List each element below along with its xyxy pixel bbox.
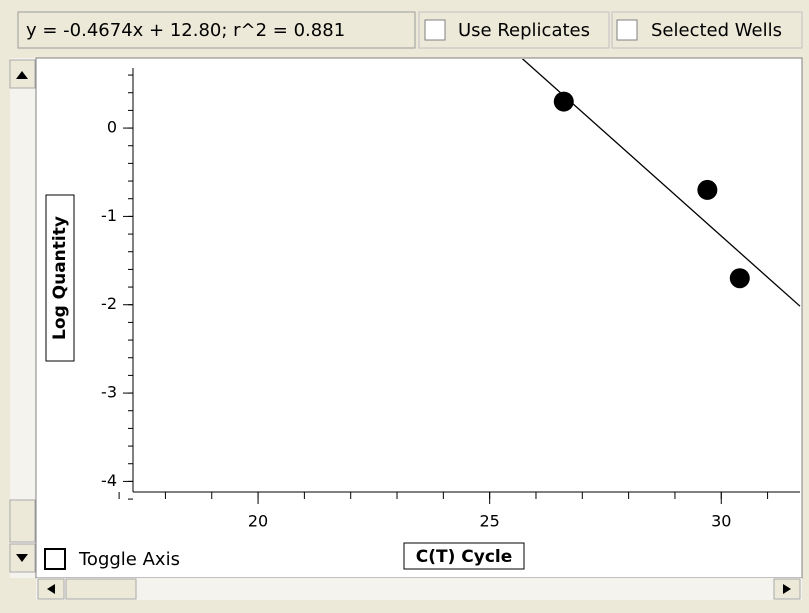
data-point bbox=[729, 268, 750, 289]
x-axis-label: C(T) Cycle bbox=[416, 547, 513, 567]
horizontal-scrollbar[interactable] bbox=[36, 578, 802, 600]
x-tick-label: 25 bbox=[479, 512, 499, 531]
replicates-box[interactable] bbox=[418, 11, 610, 49]
equation: y = -0.4674x + 12.80; r^2 = 0.881 bbox=[26, 20, 345, 41]
y-tick-label: -2 bbox=[101, 294, 117, 313]
vertical-scrollbar[interactable] bbox=[10, 58, 36, 578]
data-point bbox=[697, 179, 718, 200]
checkbox[interactable] bbox=[44, 548, 66, 570]
scroll-thumb[interactable] bbox=[9, 499, 36, 543]
arrow-icon bbox=[16, 554, 28, 562]
y-tick-label: -4 bbox=[101, 471, 117, 490]
plot-area: 20 25 30 0 -1 -2 -3 -4 bbox=[101, 59, 801, 531]
y-axis-label: Log Quantity bbox=[50, 216, 70, 340]
arrow-icon bbox=[783, 584, 791, 594]
checkbox[interactable] bbox=[424, 19, 446, 41]
y-tick-label: -1 bbox=[101, 206, 117, 225]
wells-box[interactable] bbox=[611, 11, 803, 49]
x-label-box bbox=[403, 542, 525, 570]
toggle-axis-label[interactable]: Toggle Axis bbox=[78, 549, 180, 570]
arrow-icon bbox=[16, 71, 28, 79]
checkbox[interactable] bbox=[616, 19, 638, 41]
plot-panel bbox=[35, 57, 803, 579]
checkbox-label[interactable]: Use Replicates bbox=[458, 20, 590, 41]
x-tick-label: 20 bbox=[248, 512, 268, 531]
data-point bbox=[553, 91, 574, 112]
x-tick-label: 30 bbox=[711, 512, 731, 531]
scroll-thumb[interactable] bbox=[65, 578, 137, 600]
trend-line bbox=[521, 59, 801, 307]
y-tick-label: 0 bbox=[107, 118, 117, 137]
y-tick-label: -3 bbox=[101, 383, 117, 402]
checkbox-label[interactable]: Selected Wells bbox=[651, 20, 782, 41]
y-label-box bbox=[45, 194, 75, 362]
arrow-icon bbox=[47, 584, 55, 594]
equation-box bbox=[17, 11, 416, 49]
